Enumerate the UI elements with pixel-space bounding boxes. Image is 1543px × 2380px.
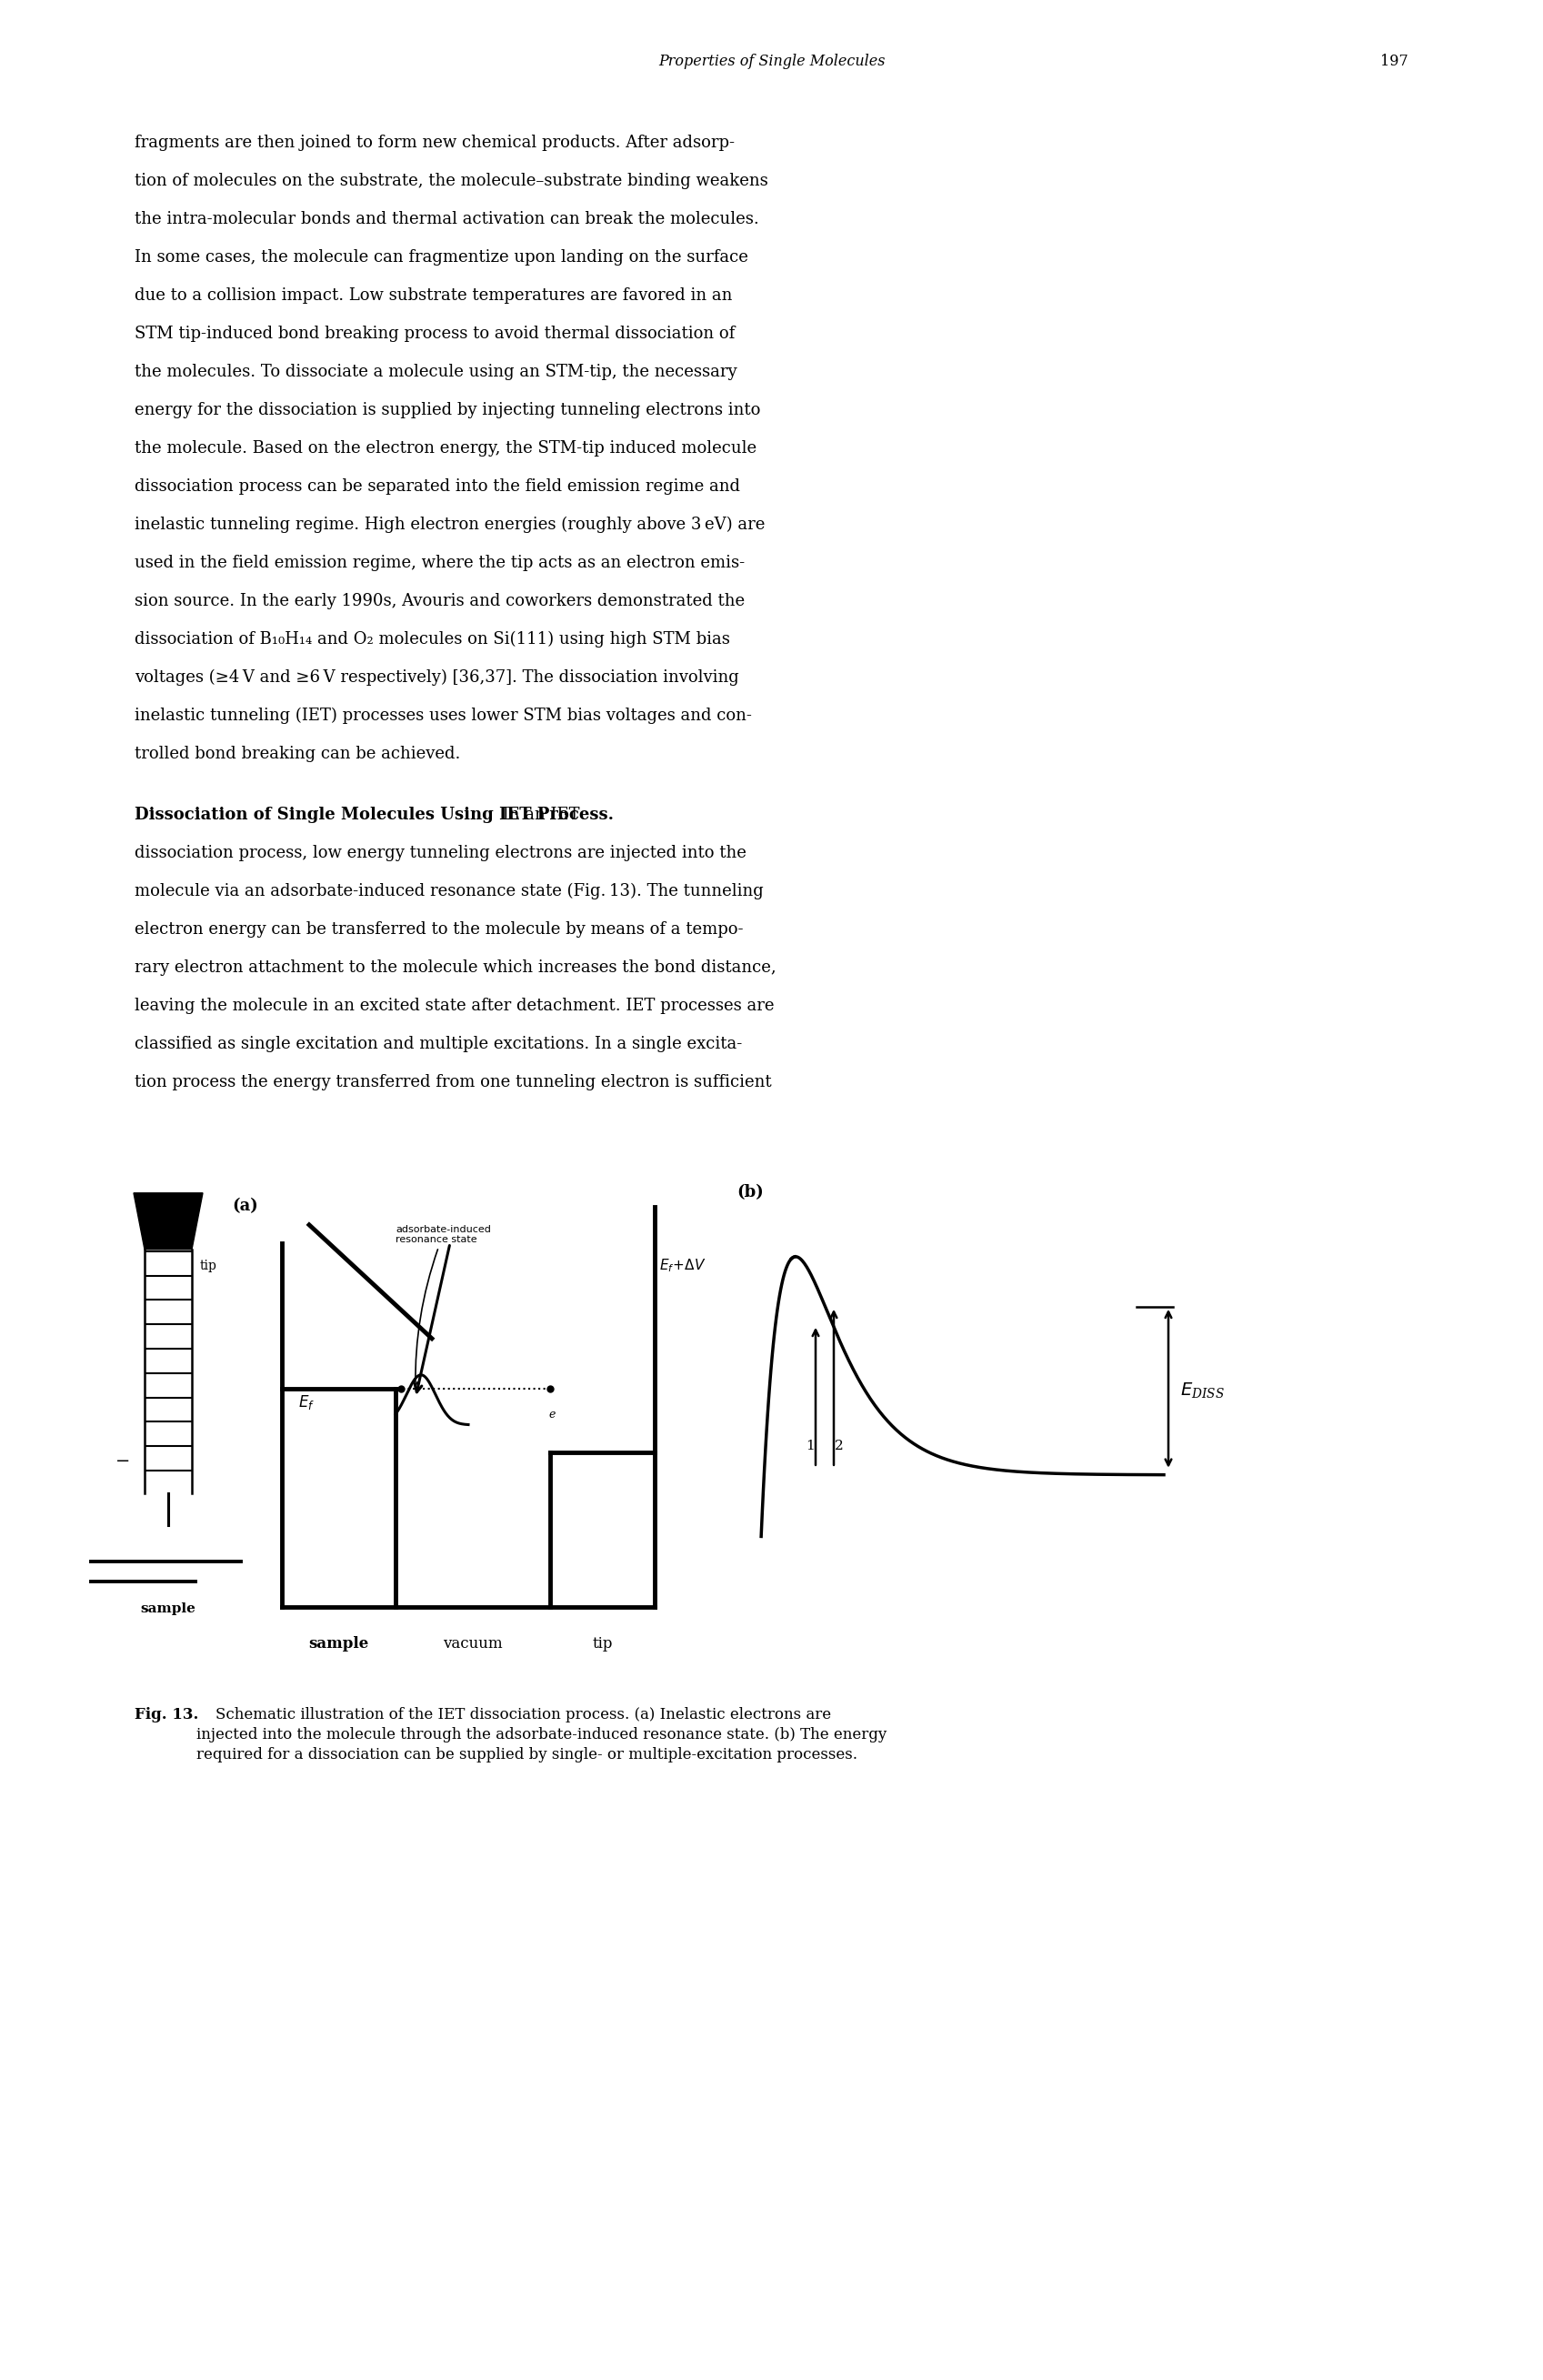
- Text: trolled bond breaking can be achieved.: trolled bond breaking can be achieved.: [134, 745, 460, 762]
- Text: sample: sample: [309, 1635, 369, 1652]
- Text: voltages (≥4 V and ≥6 V respectively) [36,37]. The dissociation involving: voltages (≥4 V and ≥6 V respectively) [3…: [134, 669, 739, 685]
- Text: inelastic tunneling (IET) processes uses lower STM bias voltages and con-: inelastic tunneling (IET) processes uses…: [134, 707, 751, 724]
- Text: inelastic tunneling regime. High electron energies (roughly above 3 eV) are: inelastic tunneling regime. High electro…: [134, 516, 765, 533]
- Text: $E_{\mathregular{DISS}}$: $E_{\mathregular{DISS}}$: [1180, 1380, 1225, 1399]
- Polygon shape: [134, 1192, 202, 1250]
- Text: dissociation process can be separated into the field emission regime and: dissociation process can be separated in…: [134, 478, 741, 495]
- Text: dissociation of B₁₀H₁₄ and O₂ molecules on Si(111) using high STM bias: dissociation of B₁₀H₁₄ and O₂ molecules …: [134, 631, 730, 647]
- Text: energy for the dissociation is supplied by injecting tunneling electrons into: energy for the dissociation is supplied …: [134, 402, 761, 419]
- Text: vacuum: vacuum: [443, 1635, 503, 1652]
- Text: Dissociation of Single Molecules Using IET Process.: Dissociation of Single Molecules Using I…: [134, 807, 614, 823]
- Text: leaving the molecule in an excited state after detachment. IET processes are: leaving the molecule in an excited state…: [134, 997, 775, 1014]
- Text: 197: 197: [1381, 55, 1409, 69]
- Text: due to a collision impact. Low substrate temperatures are favored in an: due to a collision impact. Low substrate…: [134, 288, 733, 305]
- Text: adsorbate-induced
resonance state: adsorbate-induced resonance state: [395, 1226, 491, 1385]
- Text: sample: sample: [140, 1602, 196, 1616]
- Text: 2: 2: [835, 1440, 844, 1452]
- Text: In some cases, the molecule can fragmentize upon landing on the surface: In some cases, the molecule can fragment…: [134, 250, 748, 267]
- Text: used in the field emission regime, where the tip acts as an electron emis-: used in the field emission regime, where…: [134, 555, 745, 571]
- Text: molecule via an adsorbate-induced resonance state (Fig. 13). The tunneling: molecule via an adsorbate-induced resona…: [134, 883, 764, 900]
- Text: classified as single excitation and multiple excitations. In a single excita-: classified as single excitation and mult…: [134, 1035, 742, 1052]
- Text: tion process the energy transferred from one tunneling electron is sufficient: tion process the energy transferred from…: [134, 1073, 772, 1090]
- Text: Fig. 13.: Fig. 13.: [134, 1706, 199, 1723]
- Text: (b): (b): [736, 1183, 764, 1200]
- Text: rary electron attachment to the molecule which increases the bond distance,: rary electron attachment to the molecule…: [134, 959, 776, 976]
- Text: Schematic illustration of the IET dissociation process. (a) Inelastic electrons : Schematic illustration of the IET dissoc…: [196, 1706, 887, 1764]
- Text: the molecule. Based on the electron energy, the STM-tip induced molecule: the molecule. Based on the electron ener…: [134, 440, 756, 457]
- Text: the molecules. To dissociate a molecule using an STM-tip, the necessary: the molecules. To dissociate a molecule …: [134, 364, 738, 381]
- Text: Properties of Single Molecules: Properties of Single Molecules: [657, 55, 886, 69]
- Text: fragments are then joined to form new chemical products. After adsorp-: fragments are then joined to form new ch…: [134, 136, 734, 150]
- Text: In an IET: In an IET: [497, 807, 580, 823]
- Text: STM tip-induced bond breaking process to avoid thermal dissociation of: STM tip-induced bond breaking process to…: [134, 326, 734, 343]
- Text: electron energy can be transferred to the molecule by means of a tempo-: electron energy can be transferred to th…: [134, 921, 744, 938]
- Text: 1: 1: [805, 1440, 815, 1452]
- Text: (a): (a): [231, 1197, 258, 1214]
- Text: $E_f\!+\!\Delta V$: $E_f\!+\!\Delta V$: [659, 1257, 705, 1273]
- Text: tip: tip: [593, 1635, 613, 1652]
- Text: the intra-molecular bonds and thermal activation can break the molecules.: the intra-molecular bonds and thermal ac…: [134, 212, 759, 228]
- Text: tion of molecules on the substrate, the molecule–substrate binding weakens: tion of molecules on the substrate, the …: [134, 174, 768, 188]
- Text: e: e: [549, 1409, 555, 1421]
- Text: tip: tip: [201, 1259, 218, 1273]
- Text: sion source. In the early 1990s, Avouris and coworkers demonstrated the: sion source. In the early 1990s, Avouris…: [134, 593, 745, 609]
- Text: $E_f$: $E_f$: [298, 1392, 315, 1411]
- Text: dissociation process, low energy tunneling electrons are injected into the: dissociation process, low energy tunneli…: [134, 845, 747, 862]
- Text: −: −: [116, 1454, 130, 1468]
